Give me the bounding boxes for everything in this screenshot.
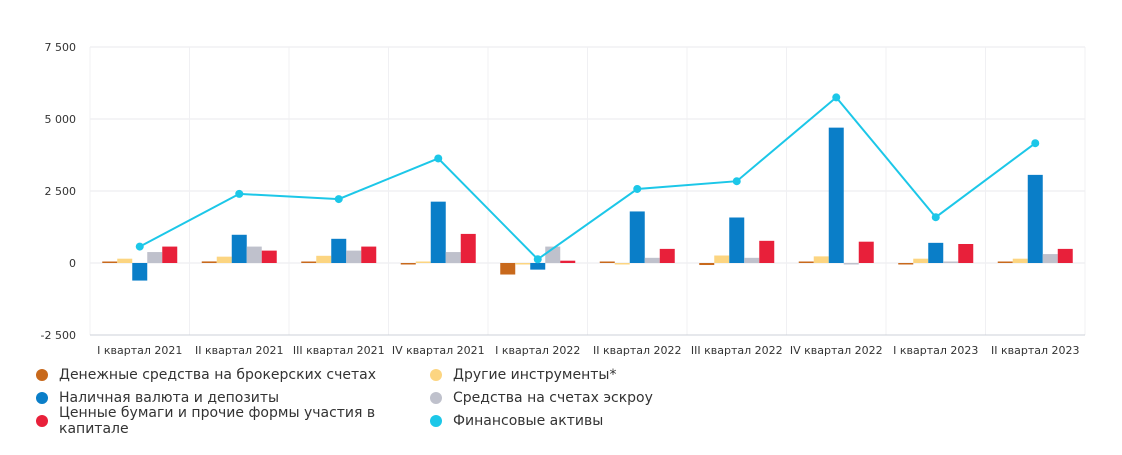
bar xyxy=(500,263,516,275)
bar xyxy=(331,238,347,263)
x-tick-label: III квартал 2021 xyxy=(293,344,385,357)
bar xyxy=(1042,254,1058,263)
bar xyxy=(928,242,944,263)
bar xyxy=(997,261,1013,263)
line-point xyxy=(135,242,144,251)
x-tick-label: IV квартал 2021 xyxy=(392,344,485,357)
bar xyxy=(898,263,914,265)
legend-dot-icon xyxy=(36,415,48,427)
bar xyxy=(415,261,431,263)
bar xyxy=(246,246,262,263)
line-point xyxy=(633,184,642,193)
legend-label: Наличная валюта и депозиты xyxy=(59,390,280,406)
legend-label: Финансовые активы xyxy=(453,413,604,429)
y-tick-label: 0 xyxy=(69,257,76,270)
bar xyxy=(460,233,476,263)
bar xyxy=(943,261,959,263)
line-point xyxy=(434,154,443,163)
bar xyxy=(231,234,247,263)
bar xyxy=(515,263,531,265)
line-point xyxy=(235,189,244,198)
x-tick-label: I квартал 2021 xyxy=(97,344,182,357)
legend-dot-icon xyxy=(36,392,48,404)
bar xyxy=(316,255,332,263)
bar xyxy=(445,252,461,263)
x-tick-label: II квартал 2022 xyxy=(593,344,682,357)
bar xyxy=(659,248,675,263)
bar xyxy=(798,261,814,263)
legend-dot-icon xyxy=(430,369,442,381)
bar xyxy=(614,263,630,265)
bar xyxy=(599,261,615,263)
bar xyxy=(1027,174,1043,263)
line-point xyxy=(334,195,343,204)
legend-label: Денежные средства на брокерских счетах xyxy=(59,367,377,383)
y-tick-label: 2 500 xyxy=(45,185,77,198)
bar xyxy=(714,255,730,263)
line-point xyxy=(533,255,542,264)
bar xyxy=(629,211,645,263)
bar xyxy=(261,250,277,263)
bar xyxy=(729,217,745,263)
line-point xyxy=(1031,139,1040,148)
line-point xyxy=(931,213,940,222)
bar xyxy=(843,263,859,265)
bar xyxy=(430,201,446,263)
bar xyxy=(301,261,317,263)
legend-item[interactable]: Средства на счетах эскроу xyxy=(430,389,730,407)
y-tick-label: -2 500 xyxy=(41,329,76,342)
bar xyxy=(147,252,163,263)
legend-item[interactable]: Денежные средства на брокерских счетах xyxy=(36,366,430,384)
legend-item[interactable]: Ценные бумаги и прочие формы участия в к… xyxy=(36,405,430,437)
legend-item[interactable]: Наличная валюта и депозиты xyxy=(36,389,430,407)
legend-dot-icon xyxy=(36,369,48,381)
bar xyxy=(1057,248,1073,263)
legend-dot-icon xyxy=(430,392,442,404)
line-series xyxy=(139,95,1036,261)
bar xyxy=(1012,258,1028,263)
bar xyxy=(759,240,775,263)
bar xyxy=(530,263,546,270)
legend-dot-icon xyxy=(430,415,442,427)
x-tick-label: I квартал 2022 xyxy=(495,344,580,357)
legend-item[interactable]: Финансовые активы xyxy=(430,412,730,430)
x-tick-label: III квартал 2022 xyxy=(691,344,783,357)
bar xyxy=(132,263,148,281)
bar xyxy=(400,263,416,265)
bar xyxy=(346,250,362,263)
bar xyxy=(958,243,974,263)
bar xyxy=(216,256,232,263)
bar xyxy=(117,258,133,263)
bar xyxy=(201,261,217,263)
line-point xyxy=(732,177,741,186)
line-point xyxy=(832,93,841,102)
bar xyxy=(828,127,844,263)
legend-item[interactable]: Другие инструменты* xyxy=(430,366,730,384)
bar xyxy=(560,260,576,263)
legend-label: Средства на счетах эскроу xyxy=(453,390,653,406)
bar xyxy=(913,258,929,263)
y-tick-label: 5 000 xyxy=(45,113,77,126)
bar xyxy=(744,257,760,263)
bar xyxy=(102,261,118,263)
bar xyxy=(162,246,178,263)
x-tick-label: II квартал 2021 xyxy=(195,344,284,357)
x-tick-label: IV квартал 2022 xyxy=(790,344,883,357)
legend: Денежные средства на брокерских счетах Др… xyxy=(36,366,730,437)
x-tick-label: II квартал 2023 xyxy=(991,344,1080,357)
bar xyxy=(813,256,829,263)
legend-label: Ценные бумаги и прочие формы участия в к… xyxy=(59,405,376,437)
legend-label: Другие инструменты* xyxy=(453,367,617,383)
bar xyxy=(699,263,715,266)
x-tick-label: I квартал 2023 xyxy=(893,344,978,357)
y-tick-label: 7 500 xyxy=(45,41,77,54)
bar xyxy=(361,246,377,263)
bar xyxy=(858,241,874,263)
bar xyxy=(644,257,660,263)
